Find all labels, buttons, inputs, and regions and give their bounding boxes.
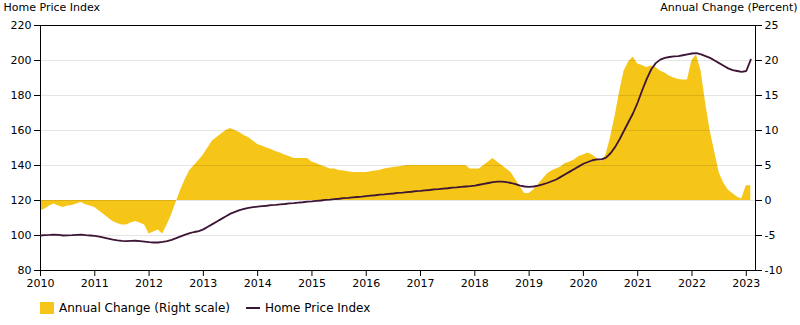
- svg-text:2014: 2014: [244, 277, 272, 290]
- html-text:Home Price Index: Home Price Index: [265, 301, 371, 315]
- svg-text:2021: 2021: [624, 277, 652, 290]
- svg-text:180: 180: [11, 89, 32, 102]
- svg-text:2020: 2020: [569, 277, 597, 290]
- svg-text:2022: 2022: [678, 277, 706, 290]
- svg-text:220: 220: [11, 19, 32, 32]
- svg-text:2012: 2012: [135, 277, 163, 290]
- svg-text:25: 25: [765, 19, 779, 32]
- svg-text:0: 0: [765, 194, 772, 207]
- svg-text:2023: 2023: [732, 277, 760, 290]
- svg-text:2011: 2011: [81, 277, 109, 290]
- svg-text:160: 160: [11, 124, 32, 137]
- svg-text:140: 140: [11, 159, 32, 172]
- svg-text:2019: 2019: [515, 277, 543, 290]
- svg-text:100: 100: [11, 229, 32, 242]
- svg-text:80: 80: [18, 264, 32, 277]
- svg-text:Home Price Index: Home Price Index: [4, 1, 101, 14]
- svg-text:-5: -5: [765, 229, 776, 242]
- svg-text:2016: 2016: [352, 277, 380, 290]
- svg-text:2017: 2017: [407, 277, 435, 290]
- svg-text:2013: 2013: [189, 277, 217, 290]
- html-text:Annual Change (Right scale): Annual Change (Right scale): [59, 301, 230, 315]
- svg-text:200: 200: [11, 54, 32, 67]
- svg-text:2015: 2015: [298, 277, 326, 290]
- svg-text:2018: 2018: [461, 277, 489, 290]
- svg-text:5: 5: [765, 159, 772, 172]
- svg-text:-10: -10: [765, 264, 783, 277]
- svg-text:15: 15: [765, 89, 779, 102]
- svg-text:10: 10: [765, 124, 779, 137]
- svg-text:20: 20: [765, 54, 779, 67]
- svg-text:2010: 2010: [27, 277, 55, 290]
- svg-text:120: 120: [11, 194, 32, 207]
- svg-text:Annual Change (Percent): Annual Change (Percent): [660, 1, 797, 14]
